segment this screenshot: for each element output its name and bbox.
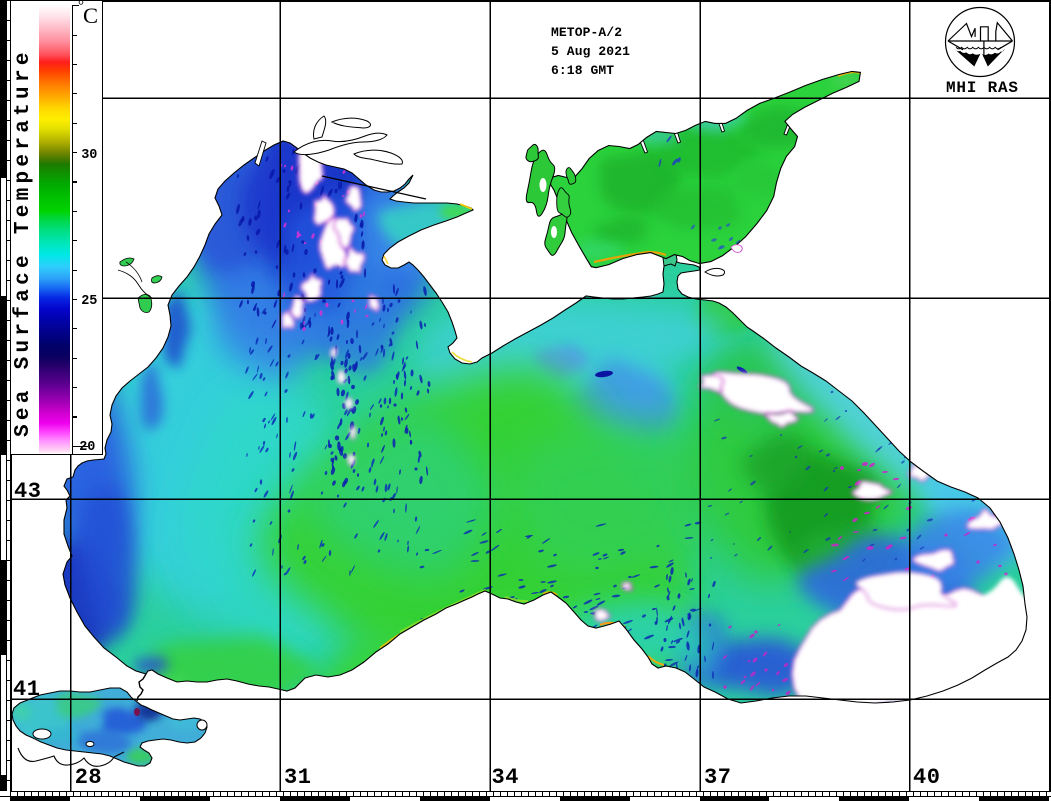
svg-text:MHI RAS: MHI RAS (946, 79, 1019, 97)
